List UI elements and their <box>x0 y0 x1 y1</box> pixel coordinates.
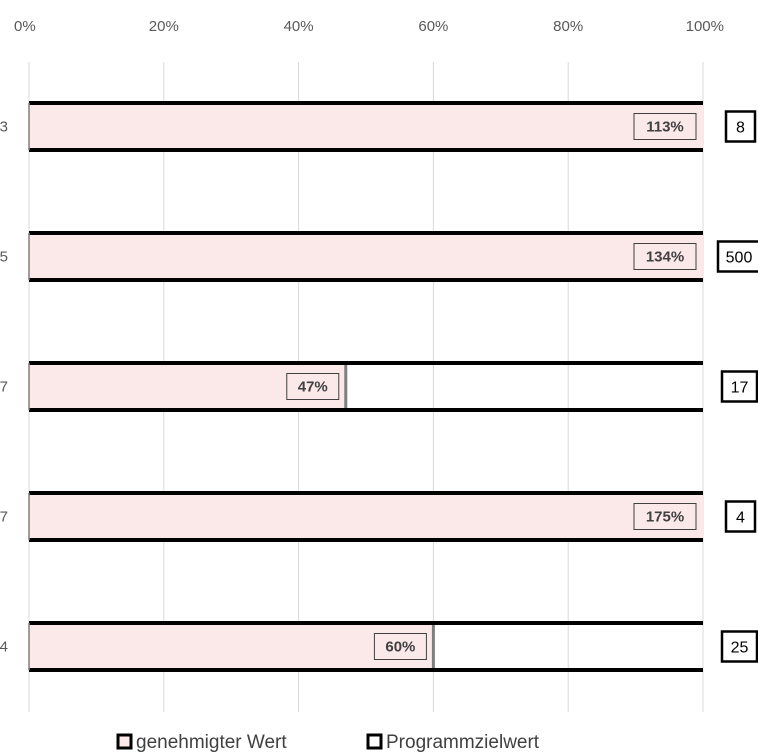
target-label: 17 <box>731 380 749 397</box>
target-label-box <box>724 500 757 533</box>
target-label-box <box>716 240 758 273</box>
legend-approved-label: genehmigter Wert <box>136 732 287 753</box>
approved-bar <box>29 493 703 540</box>
target-label-box <box>720 630 758 663</box>
approved-bar <box>29 233 703 280</box>
percent-label: 47% <box>298 379 328 396</box>
target-label: 25 <box>731 640 749 657</box>
x-tick-label: 80% <box>553 18 583 35</box>
bars: 3 113% 8 5 134% 500 7 47% 17 7 175% 4 4 60% 25 <box>0 101 758 672</box>
percent-label-box <box>633 113 697 140</box>
legend-target-swatch <box>366 733 383 750</box>
x-tick-label: 40% <box>284 18 314 35</box>
target-label-box <box>724 110 757 143</box>
percent-label-box <box>286 373 340 400</box>
legend: genehmigter Wert Programmzielwert <box>116 732 540 753</box>
x-tick-label: 0% <box>14 18 36 35</box>
legend-target-label: Programmzielwert <box>386 732 540 753</box>
approved-bar <box>29 623 434 670</box>
category-label: 4 <box>0 639 8 656</box>
category-label: 5 <box>0 249 8 266</box>
x-tick-label: 60% <box>418 18 448 35</box>
percent-label: 175% <box>646 509 684 526</box>
legend-approved-swatch <box>116 733 133 750</box>
category-label: 7 <box>0 509 8 526</box>
category-label: 3 <box>0 119 8 136</box>
percent-label: 113% <box>646 119 684 136</box>
percent-label: 60% <box>385 639 415 656</box>
percent-label: 134% <box>646 249 684 266</box>
target-label: 4 <box>736 510 745 527</box>
approved-bar <box>29 103 703 150</box>
percent-label-box <box>633 243 697 270</box>
x-axis-ticks: 0% 20% 40% 60% 80% 100% <box>14 18 724 35</box>
category-label: 7 <box>0 379 8 396</box>
percent-label-box <box>373 633 427 660</box>
target-label: 8 <box>736 120 745 137</box>
target-label-box <box>720 370 758 403</box>
target-label: 500 <box>726 250 753 267</box>
x-tick-label: 20% <box>149 18 179 35</box>
x-tick-label: 100% <box>686 18 724 35</box>
percent-label-box <box>633 503 697 530</box>
